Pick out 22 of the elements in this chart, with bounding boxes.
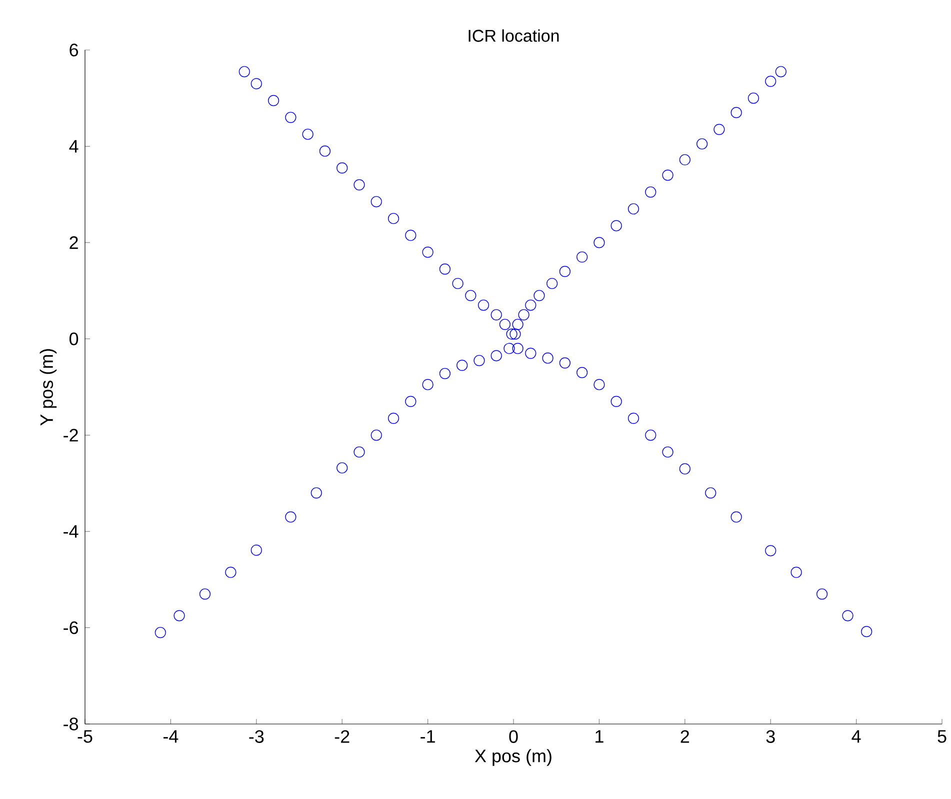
x-tick-label: -1 (420, 730, 435, 743)
x-tick-label: 5 (938, 730, 946, 743)
x-tick-label: 4 (852, 730, 861, 743)
x-tick-label: 1 (596, 730, 604, 743)
y-tick-label: 0 (69, 332, 78, 346)
x-tick-label: 3 (766, 730, 775, 743)
y-tick-label: -6 (64, 621, 78, 634)
y-tick-label: 2 (70, 236, 78, 249)
y-tick-label: -4 (64, 525, 78, 538)
x-tick-label: -2 (334, 730, 350, 743)
x-tick-label: -3 (249, 730, 264, 743)
x-tick-label: 2 (680, 730, 690, 743)
y-tick-label: -2 (64, 428, 78, 442)
y-tick-label: 4 (69, 140, 78, 152)
x-tick-label: 0 (509, 730, 518, 743)
y-axis-title: Y pos (m) (40, 349, 57, 426)
y-tick-label: 6 (70, 44, 78, 56)
x-axis-title: X pos (m) (474, 749, 552, 766)
x-tick-label: -4 (163, 730, 178, 743)
y-tick-label: -8 (64, 718, 78, 730)
x-tick-label: -5 (78, 730, 92, 743)
chart-title: ICR location (468, 29, 559, 42)
